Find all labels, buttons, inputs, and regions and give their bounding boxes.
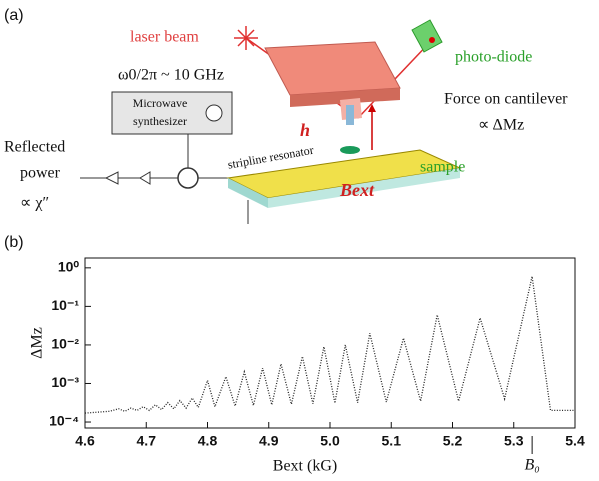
y-axis-label: ΔMz xyxy=(29,327,46,359)
force-prop: ∝ ΔMz xyxy=(478,117,524,134)
force-label: Force on cantilever xyxy=(444,91,568,108)
x-tick-label: 5.1 xyxy=(382,433,402,449)
panel-label: (a) xyxy=(4,7,24,24)
x-tick-label: 4.6 xyxy=(75,433,95,449)
photodiode-label: photo-diode xyxy=(455,49,532,66)
x-tick-label: 5.3 xyxy=(504,433,524,449)
x-tick-label: 4.8 xyxy=(198,433,218,449)
detector xyxy=(139,171,151,185)
reflected-label: Reflected xyxy=(4,139,65,156)
diagram: (a) laser beam photo-diode Force on cant… xyxy=(4,7,568,224)
reflected-label: ∝ χ″ xyxy=(20,195,49,212)
cantilever-chip xyxy=(264,41,401,96)
synth-icon xyxy=(205,104,223,122)
spot xyxy=(429,37,435,43)
circulator xyxy=(177,167,199,189)
h-label: h xyxy=(300,120,310,140)
bext-label: Bext xyxy=(339,180,375,200)
sample-dot xyxy=(340,146,360,154)
x-tick-label: 4.7 xyxy=(137,433,157,449)
plot-frame xyxy=(84,257,576,429)
annotation-label: B₀ xyxy=(524,457,539,474)
panel-label: (b) xyxy=(4,234,24,251)
x-tick-label: 5.0 xyxy=(320,433,340,449)
force-arrowhead xyxy=(368,104,376,112)
x-tick-label: 5.2 xyxy=(443,433,463,449)
data-curve xyxy=(84,276,575,414)
sample-label: sample xyxy=(420,159,465,176)
y-tick-label: 10⁻¹ xyxy=(51,297,79,313)
frequency-label: ω0/2π ~ 10 GHz xyxy=(118,67,224,84)
synth-label: synthesizer xyxy=(133,114,187,128)
x-tick-label: 4.9 xyxy=(259,433,279,449)
amp xyxy=(104,171,119,185)
synth-label: Microwave xyxy=(133,96,188,110)
board-side xyxy=(228,178,268,208)
tip xyxy=(346,105,354,125)
y-tick-label: 10⁻² xyxy=(51,336,79,352)
board-front xyxy=(268,168,460,208)
y-tick-label: 10⁰ xyxy=(58,259,80,275)
cantilever-side xyxy=(290,88,400,107)
y-tick-label: 10⁻³ xyxy=(51,374,79,390)
photodiode-shape xyxy=(411,19,443,53)
x-axis-label: Bext (kG) xyxy=(273,458,337,475)
laser-label: laser beam xyxy=(130,29,199,46)
y-tick-label: 10⁻⁴ xyxy=(49,413,79,429)
reflected-label: power xyxy=(20,165,61,182)
x-tick-label: 5.4 xyxy=(565,433,585,449)
